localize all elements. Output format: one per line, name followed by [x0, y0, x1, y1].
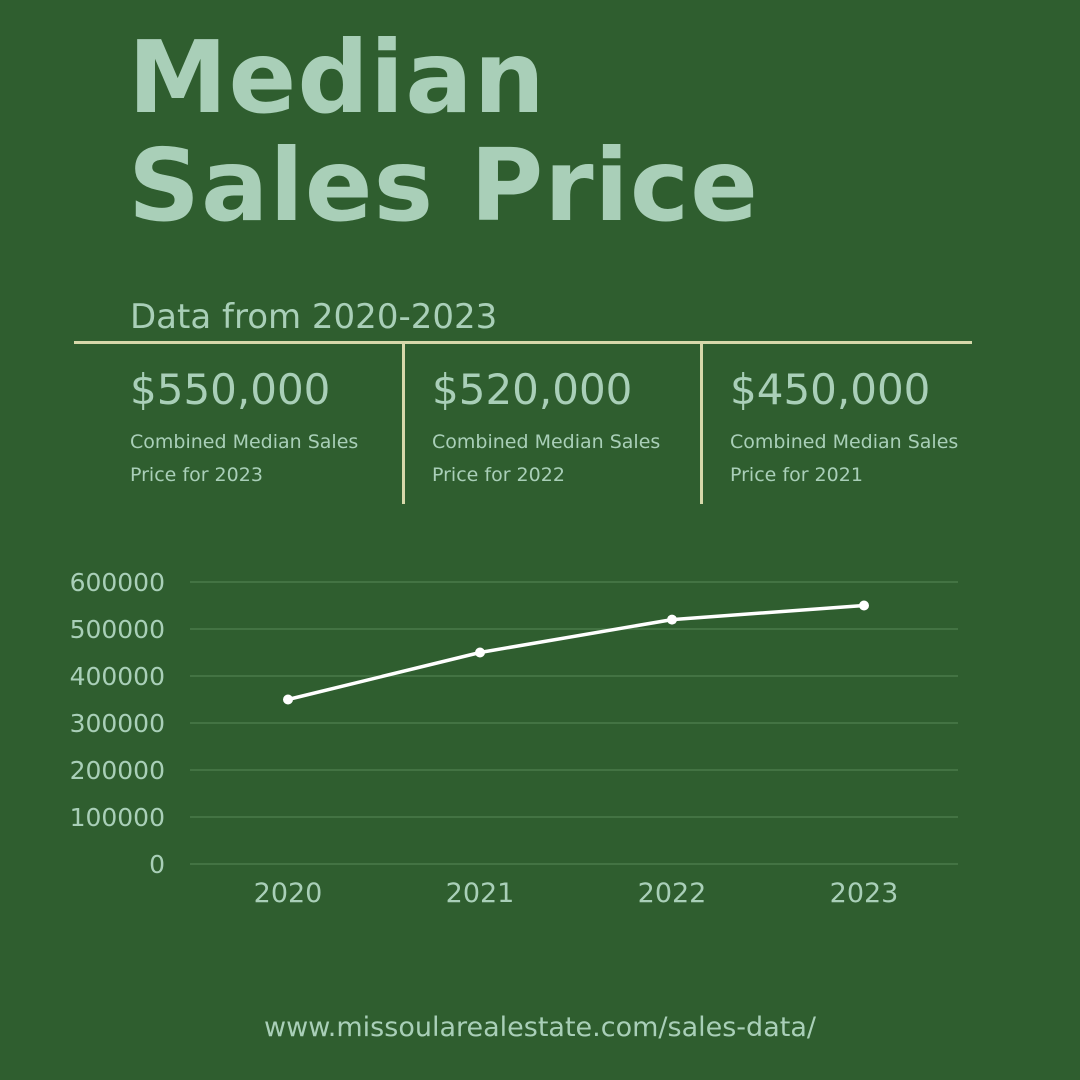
title-line-1: Median	[128, 19, 546, 136]
y-tick-label: 500000	[70, 615, 165, 644]
y-tick-label: 0	[149, 850, 165, 879]
series-line	[286, 603, 866, 702]
data-point-2020	[283, 694, 293, 705]
y-tick-label: 100000	[70, 803, 165, 832]
y-tick-label: 400000	[70, 662, 165, 691]
stat-value: $520,000	[432, 365, 633, 414]
x-tick-label: 2022	[638, 878, 707, 909]
stat-label: Combined Median Sales Price for 2022	[432, 431, 661, 486]
chart-title: Median Sales Price	[128, 24, 759, 240]
header-divider	[74, 341, 972, 344]
stat-divider	[402, 344, 405, 504]
line-chart: 0 100000 200000 300000 400000 500000 600000 202…	[70, 568, 958, 909]
x-tick-label: 2020	[254, 878, 323, 909]
stat-2021: $450,000 Combined Median Sales Price for…	[730, 364, 990, 492]
title-line-2: Sales Price	[128, 127, 759, 244]
stat-divider	[700, 344, 703, 504]
y-tick-label: 300000	[70, 709, 165, 738]
stat-value: $550,000	[130, 365, 331, 414]
x-tick-label: 2021	[446, 878, 515, 909]
x-tick-label: 2023	[830, 878, 899, 909]
stat-label: Combined Median Sales Price for 2023	[130, 431, 359, 486]
stat-value: $450,000	[730, 365, 931, 414]
y-tick-label: 200000	[70, 756, 165, 785]
source-url[interactable]: www.missoularealestate.com/sales-data/	[264, 1012, 816, 1043]
stat-2023: $550,000 Combined Median Sales Price for…	[130, 364, 390, 492]
stat-label: Combined Median Sales Price for 2021	[730, 431, 959, 486]
y-tick-label: 600000	[70, 568, 165, 597]
data-point-2022	[667, 614, 677, 625]
data-point-2023	[859, 600, 869, 611]
data-point-2021	[475, 647, 485, 658]
subtitle: Data from 2020-2023	[130, 297, 498, 337]
stat-2022: $520,000 Combined Median Sales Price for…	[432, 364, 692, 492]
